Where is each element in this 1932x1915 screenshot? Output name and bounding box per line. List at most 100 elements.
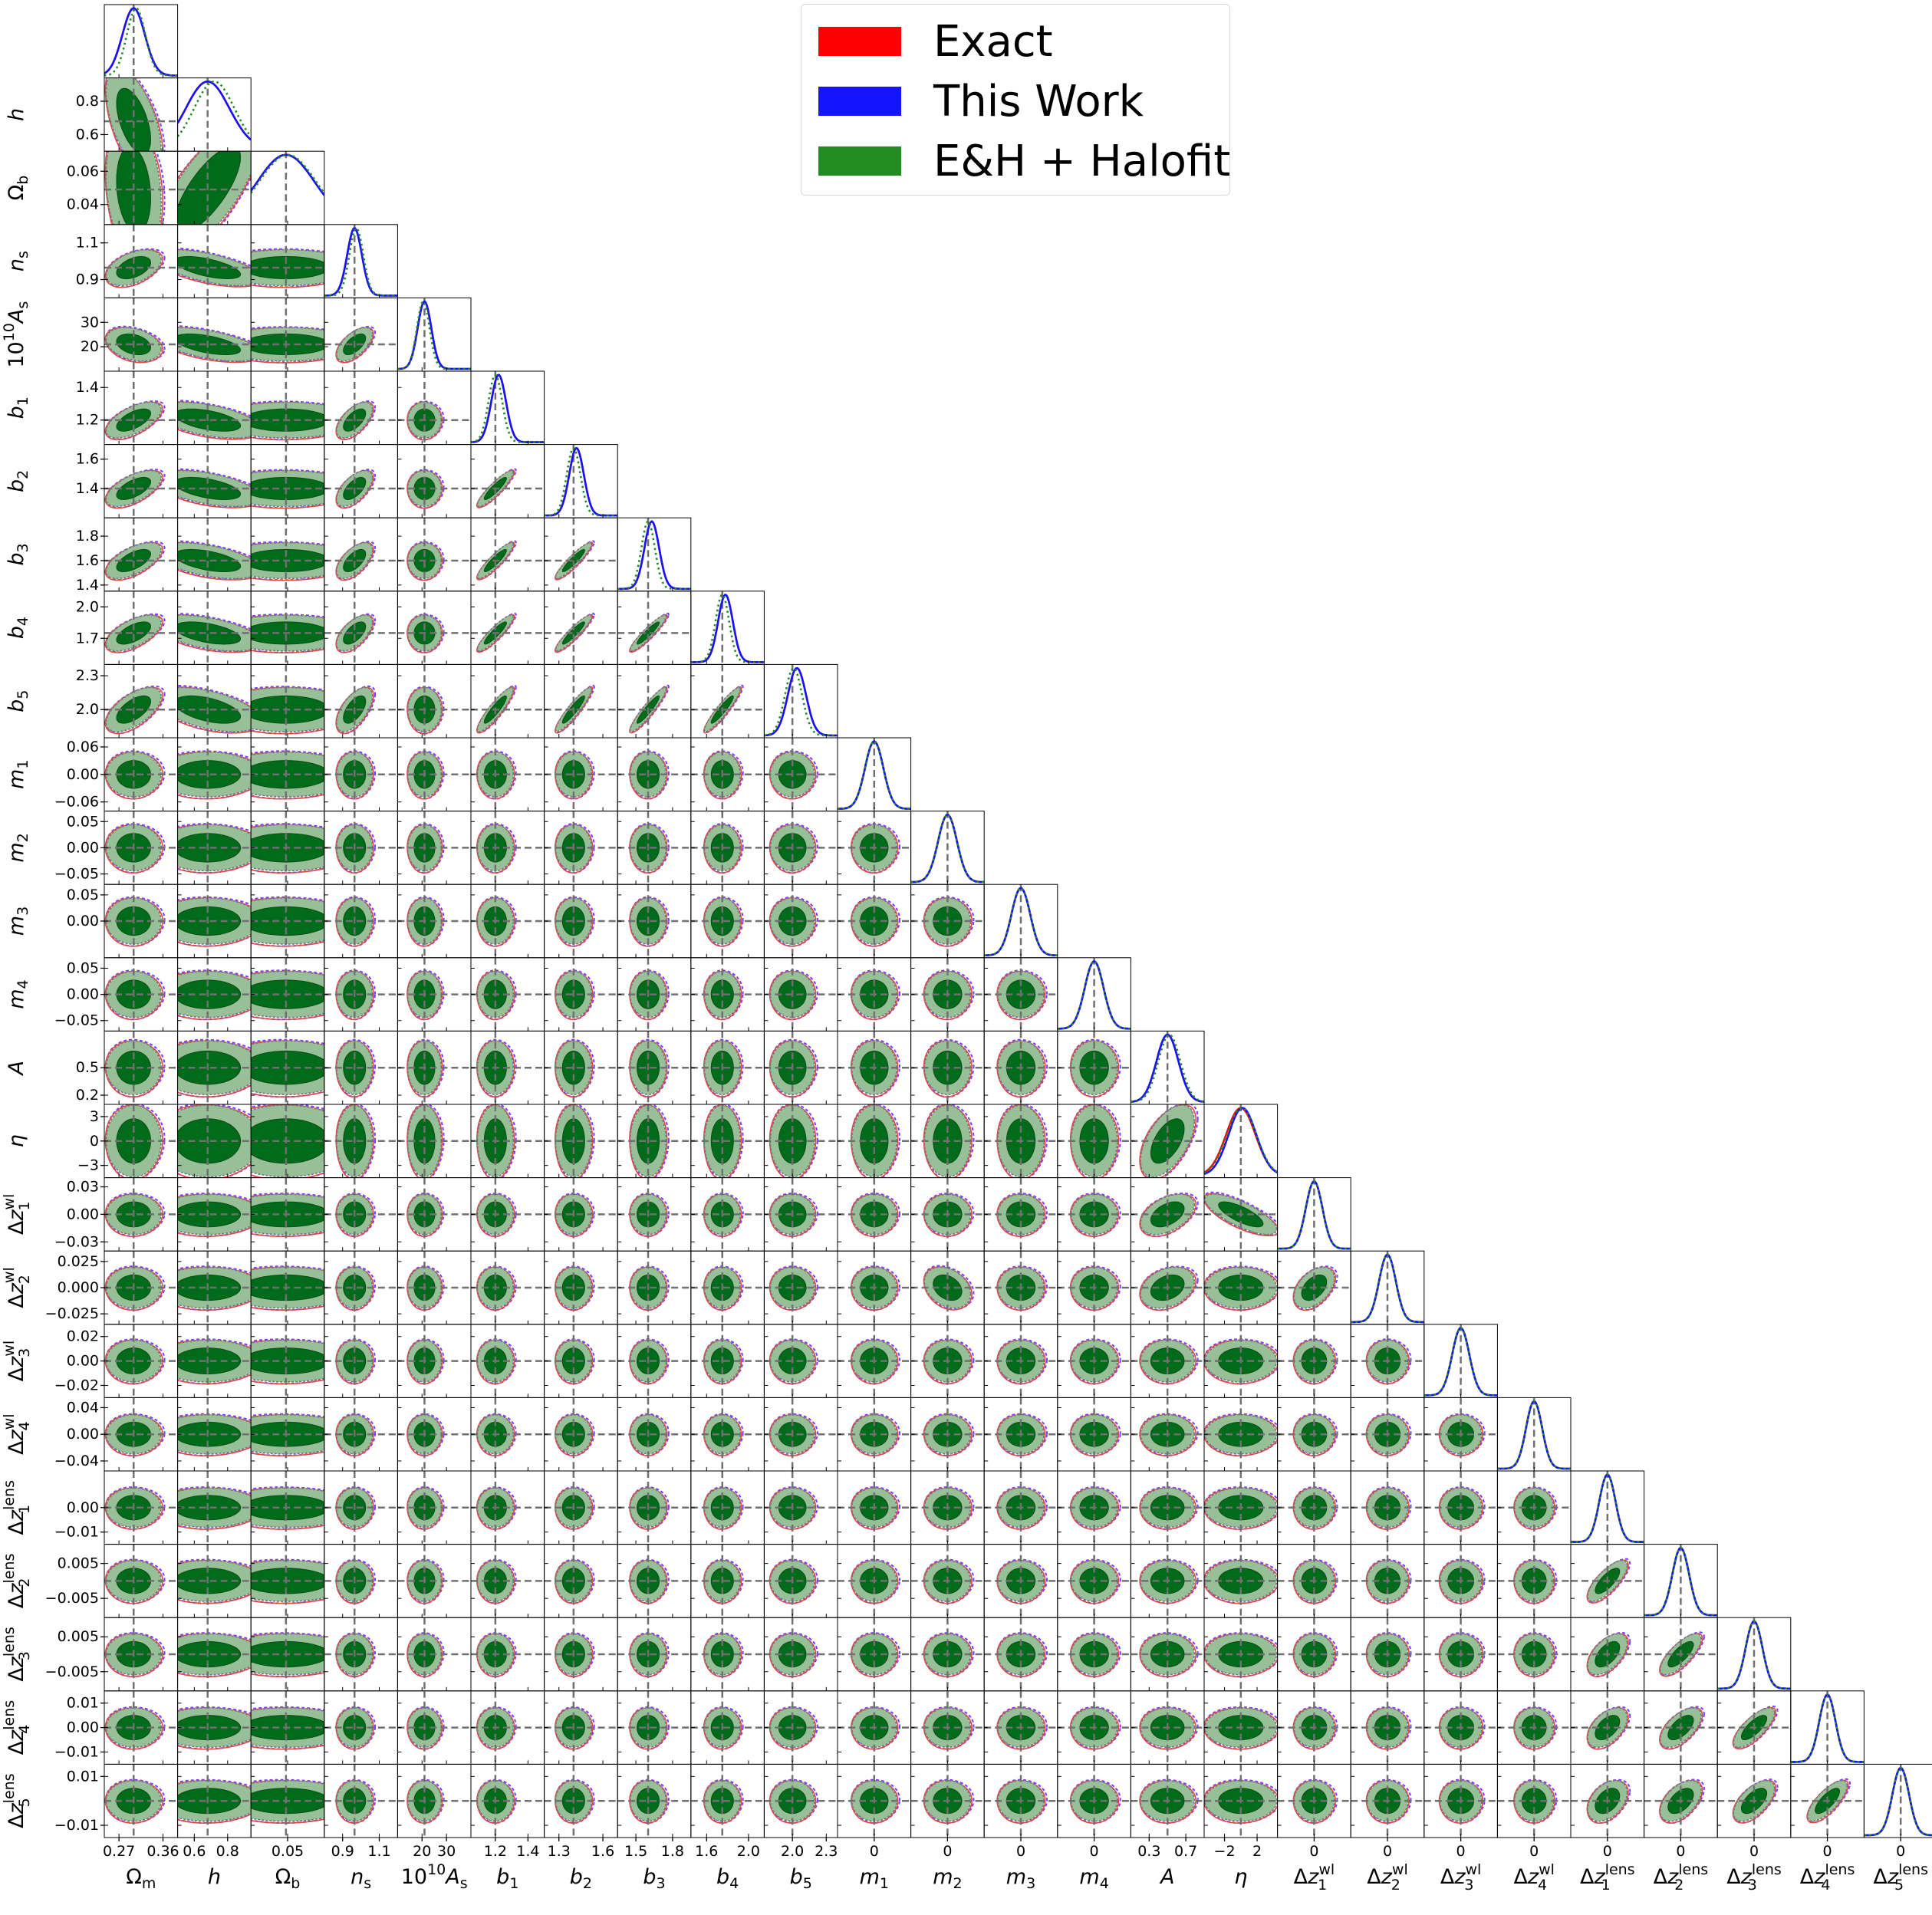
panel-dzwl1-vs-As	[397, 1177, 472, 1252]
panel-m1-vs-As	[397, 737, 472, 812]
x-tick-label-Ob: 0.05	[272, 1843, 304, 1860]
panel-frame	[397, 297, 472, 372]
x-tick-label-b1: 1.4	[516, 1843, 539, 1860]
y-axis-label-b1: b1	[5, 396, 31, 419]
legend-entry-eh-halofit: E&H + Halofit	[818, 137, 1230, 186]
panel-dzwl4-vs-h	[177, 1397, 252, 1472]
panel-m1-vs-b4	[690, 737, 765, 812]
panel-b5-vs-ns	[324, 663, 398, 739]
contour-68	[177, 621, 242, 645]
panel-dzl2-vs-dzl1	[1570, 1544, 1645, 1618]
panel-eta-vs-eta	[1203, 1104, 1279, 1179]
panel-eta-vs-b4	[690, 1104, 765, 1179]
panel-eta-vs-m1	[837, 1104, 912, 1179]
panel-dzl5-vs-Om	[100, 1763, 179, 1841]
panel-dzwl4-vs-dzwl4	[1496, 1397, 1572, 1472]
marginal-dzl2-e-h-halofit	[1644, 1546, 1718, 1617]
y-tick-label-m2: −0.05	[54, 866, 99, 883]
x-tick-label-As: 20	[413, 1843, 431, 1860]
panel-dzwl2-vs-A	[1130, 1250, 1205, 1325]
panel-b4-vs-Ob	[250, 591, 325, 665]
y-tick-label-dzl3: −0.005	[45, 1663, 99, 1680]
y-axis-label-m3: m3	[5, 906, 31, 936]
panel-dzl2-vs-m4	[1057, 1544, 1131, 1618]
panel-dzwl2-vs-dzwl1	[1277, 1250, 1351, 1325]
panel-dzwl3-vs-Ob	[250, 1324, 325, 1398]
panel-m4-vs-b3	[617, 957, 692, 1032]
panel-b5-vs-b3	[617, 663, 692, 739]
contour-95-this-work	[336, 1193, 377, 1238]
marginal-b5-e-h-halofit	[764, 666, 838, 737]
y-tick-label-b2: 1.6	[76, 451, 99, 468]
panel-dzwl4-vs-dzwl2	[1350, 1397, 1425, 1472]
marginal-A-e-h-halofit	[1131, 1033, 1205, 1104]
contour-68	[177, 1050, 242, 1085]
panel-dzl5-vs-m1	[837, 1763, 912, 1841]
panel-dzl4-vs-ns	[324, 1690, 398, 1765]
contour-68	[177, 408, 242, 432]
panel-dzwl1-vs-Ob	[250, 1177, 325, 1252]
y-tick-label-eta: 3	[90, 1108, 99, 1125]
contour-95-this-work	[251, 326, 324, 364]
panel-ns-vs-Ob	[250, 224, 325, 298]
panel-m3-vs-b3	[617, 883, 692, 959]
panel-dzl3-vs-dzwl3	[1423, 1617, 1498, 1692]
x-axis-label-ns: ns	[351, 1865, 371, 1892]
panel-dzl2-vs-dzwl3	[1423, 1544, 1498, 1618]
contour-68	[343, 621, 367, 645]
panel-dzl2-vs-ns	[324, 1544, 398, 1618]
panel-b4-vs-b4	[690, 591, 765, 665]
panel-dzl4-vs-Ob	[250, 1690, 325, 1765]
panel-m2-vs-As	[397, 811, 472, 885]
contour-68	[177, 476, 242, 501]
panel-dzl3-vs-dzwl4	[1496, 1617, 1572, 1692]
panel-dzwl4-vs-ns	[324, 1397, 398, 1472]
panel-dzl5-vs-eta	[1203, 1763, 1279, 1841]
panel-As-vs-h	[177, 297, 252, 372]
marginal-ns-this-work	[324, 226, 398, 297]
panel-dzwl1-vs-b5	[763, 1177, 838, 1252]
panel-dzl5-vs-dzwl2	[1350, 1763, 1425, 1841]
panel-dzl5-vs-b1	[470, 1763, 545, 1841]
panel-dzwl4-vs-b5	[763, 1397, 838, 1472]
panel-dzwl4-vs-As	[397, 1397, 472, 1472]
y-tick-label-b1: 1.4	[76, 379, 99, 396]
panel-dzwl1-vs-dzwl1	[1277, 1177, 1351, 1252]
panel-m3-vs-m2	[910, 883, 985, 959]
x-tick-label-b4: 2.0	[737, 1843, 760, 1860]
marginal-Ob-this-work	[251, 153, 324, 196]
panel-m4-vs-m3	[983, 957, 1058, 1032]
panel-A-vs-m3	[983, 1030, 1058, 1105]
panel-dzl4-vs-b2	[544, 1690, 618, 1765]
x-tick-label-b2: 1.3	[548, 1843, 571, 1860]
panel-dzl3-vs-dzl1	[1570, 1617, 1645, 1692]
panel-dzwl3-vs-m4	[1057, 1324, 1131, 1398]
x-axis-label-m2: m2	[933, 1865, 962, 1892]
panel-dzl3-vs-dzl3	[1716, 1617, 1792, 1692]
x-tick-label-b1: 1.2	[484, 1843, 507, 1860]
panel-dzl5-vs-m2	[910, 1763, 985, 1841]
panel-As-vs-Ob	[250, 297, 325, 372]
y-tick-label-ns: 0.9	[76, 271, 99, 288]
panel-m1-vs-ns	[324, 737, 398, 812]
panel-As-vs-ns	[324, 297, 398, 372]
y-tick-label-dzwl2: 0.000	[58, 1279, 99, 1296]
panel-dzl3-vs-m2	[910, 1617, 985, 1692]
contour-95-this-work	[997, 1778, 1048, 1825]
panel-dzwl3-vs-dzwl2	[1350, 1324, 1425, 1398]
x-tick-label-dzl2: 0	[1676, 1843, 1685, 1860]
y-tick-label-A: 0.5	[76, 1059, 99, 1076]
marginal-b3-e-h-halofit	[617, 520, 691, 591]
panel-frame	[177, 77, 252, 152]
y-axis-label-dzl1: Δzlens1	[1, 1480, 33, 1535]
y-tick-label-dzl1: −0.01	[54, 1524, 99, 1541]
contour-68	[561, 621, 585, 645]
panel-As-vs-Om	[100, 297, 179, 372]
panel-eta-vs-m2	[910, 1104, 985, 1179]
panel-dzl1-vs-m3	[983, 1470, 1058, 1545]
y-axis-label-b4: b4	[5, 617, 31, 639]
panel-A-vs-A	[1130, 1030, 1205, 1105]
panel-dzwl2-vs-b1	[470, 1250, 545, 1325]
legend-entry-exact: Exact	[818, 17, 1053, 67]
panel-frame	[324, 224, 398, 298]
